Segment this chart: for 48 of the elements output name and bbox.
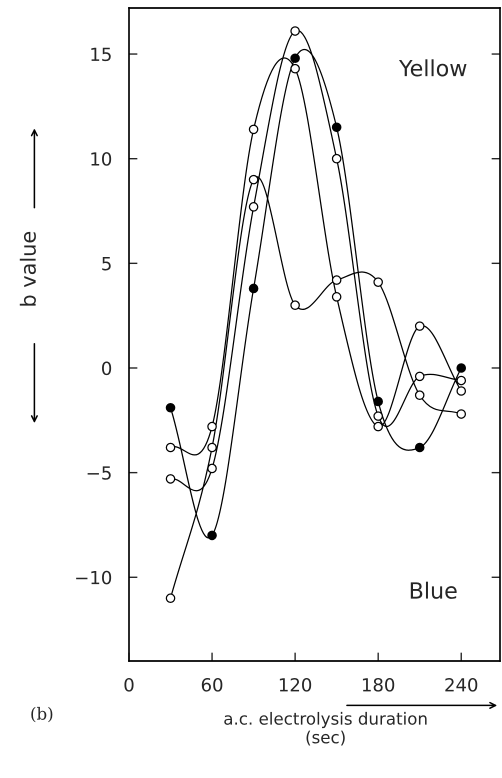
point: [207, 422, 217, 432]
x-tick-label: 60: [202, 678, 222, 692]
point: [332, 154, 342, 164]
x-tick-label: 240: [445, 678, 478, 692]
point: [414, 390, 424, 400]
point: [207, 464, 217, 474]
annotation: Blue: [410, 582, 457, 599]
point: [414, 321, 424, 331]
point: [290, 300, 300, 310]
point: [248, 174, 258, 184]
point: [456, 376, 466, 386]
x-tick-label: 0: [124, 678, 134, 692]
point: [248, 284, 258, 294]
point: [248, 202, 258, 212]
point: [166, 402, 176, 413]
point: [207, 530, 217, 540]
y-tick-label: 10: [91, 152, 112, 166]
y-tick-label: −10: [76, 570, 112, 584]
point: [373, 422, 383, 432]
point: [166, 593, 176, 604]
point: [290, 53, 300, 64]
y-axis-title: b value: [20, 232, 36, 306]
point: [207, 442, 217, 452]
point: [166, 442, 176, 452]
point: [290, 64, 300, 74]
point: [248, 124, 258, 134]
point: [332, 292, 342, 302]
annotation: Yellow: [398, 59, 466, 76]
x-axis-title: a.c. electrolysis duration (sec): [224, 712, 427, 746]
point: [373, 277, 383, 287]
x-tick-label: 180: [362, 678, 394, 692]
point: [456, 386, 466, 396]
point: [373, 396, 383, 406]
point: [456, 363, 466, 373]
x-tick-label: 120: [280, 678, 312, 692]
point: [414, 372, 424, 382]
y-tick-label: 5: [102, 257, 111, 270]
point: [414, 442, 424, 452]
text: (b): [31, 706, 52, 722]
y-tick-label: 0: [102, 361, 112, 376]
point: [373, 411, 383, 421]
point: [332, 275, 342, 285]
y-tick-label: −5: [88, 466, 111, 480]
point: [290, 26, 300, 36]
point: [456, 409, 466, 419]
point: [332, 122, 342, 132]
y-tick-label: 15: [91, 48, 111, 62]
point: [166, 474, 176, 484]
